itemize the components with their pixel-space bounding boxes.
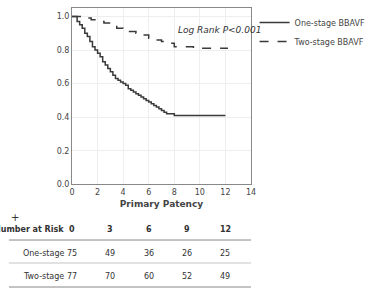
svg-text:12: 12 <box>220 188 230 197</box>
svg-text:Primary Patency: Primary Patency <box>120 199 204 209</box>
svg-text:49: 49 <box>105 249 115 258</box>
svg-text:25: 25 <box>220 249 230 258</box>
svg-text:8: 8 <box>172 188 177 197</box>
svg-text:One-stage BBAVF: One-stage BBAVF <box>295 19 365 28</box>
svg-text:Number at Risk: Number at Risk <box>0 225 64 234</box>
svg-text:60: 60 <box>144 272 154 281</box>
svg-text:1.0: 1.0 <box>57 12 70 21</box>
svg-text:9: 9 <box>184 225 190 234</box>
svg-text:26: 26 <box>182 249 192 258</box>
svg-text:36: 36 <box>144 249 154 258</box>
svg-text:75: 75 <box>67 249 77 258</box>
svg-text:6: 6 <box>146 188 151 197</box>
svg-text:Two-stage: Two-stage <box>23 272 64 281</box>
svg-text:0.2: 0.2 <box>57 147 70 156</box>
svg-text:6: 6 <box>146 225 152 234</box>
svg-text:0.4: 0.4 <box>57 113 70 122</box>
svg-text:+: + <box>11 212 19 223</box>
svg-text:4: 4 <box>121 188 126 197</box>
svg-text:10: 10 <box>195 188 205 197</box>
svg-text:0.8: 0.8 <box>57 46 70 55</box>
svg-text:2: 2 <box>95 188 100 197</box>
svg-text:49: 49 <box>220 272 230 281</box>
svg-text:0: 0 <box>69 188 74 197</box>
svg-text:14: 14 <box>246 188 256 197</box>
svg-text:0: 0 <box>69 225 75 234</box>
svg-text:3: 3 <box>107 225 113 234</box>
svg-text:52: 52 <box>182 272 192 281</box>
svg-text:77: 77 <box>67 272 77 281</box>
svg-text:0.6: 0.6 <box>57 79 70 88</box>
svg-text:0.0: 0.0 <box>57 180 70 189</box>
svg-text:12: 12 <box>220 225 231 234</box>
svg-text:One-stage: One-stage <box>23 249 64 258</box>
svg-text:70: 70 <box>105 272 115 281</box>
svg-text:Log Rank P<0.001: Log Rank P<0.001 <box>178 25 261 35</box>
svg-text:Two-stage BBAVF: Two-stage BBAVF <box>294 38 364 47</box>
